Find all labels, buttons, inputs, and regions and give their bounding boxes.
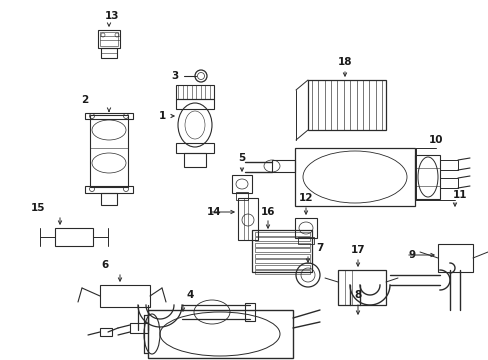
- Bar: [85, 186, 133, 193]
- Bar: [294, 148, 414, 206]
- Bar: [439, 160, 457, 170]
- Text: 11: 11: [452, 190, 467, 200]
- Text: 10: 10: [428, 135, 442, 145]
- Bar: [254, 265, 309, 269]
- Text: 5: 5: [238, 153, 245, 163]
- Bar: [100, 285, 150, 307]
- Text: 9: 9: [407, 250, 415, 260]
- Bar: [231, 175, 251, 193]
- Bar: [90, 115, 128, 187]
- Text: 13: 13: [104, 11, 119, 21]
- Bar: [251, 230, 311, 272]
- Bar: [236, 192, 247, 200]
- Text: 12: 12: [298, 193, 313, 203]
- Text: 16: 16: [260, 207, 275, 217]
- Bar: [254, 270, 309, 274]
- Bar: [294, 218, 316, 238]
- Bar: [337, 270, 385, 305]
- Bar: [85, 113, 133, 119]
- Text: 15: 15: [31, 203, 45, 213]
- Bar: [176, 85, 214, 99]
- Bar: [130, 323, 148, 333]
- Bar: [100, 328, 112, 336]
- Text: 7: 7: [316, 243, 323, 253]
- Bar: [297, 237, 313, 244]
- Text: 18: 18: [337, 57, 351, 67]
- Text: 4: 4: [186, 290, 193, 300]
- Text: 17: 17: [350, 245, 365, 255]
- Bar: [254, 254, 309, 258]
- Text: 14: 14: [206, 207, 221, 217]
- Bar: [437, 244, 472, 272]
- Bar: [148, 310, 292, 358]
- Text: 3: 3: [171, 71, 178, 81]
- Text: 6: 6: [101, 260, 108, 270]
- Bar: [254, 238, 309, 242]
- Bar: [254, 243, 309, 247]
- Bar: [254, 248, 309, 252]
- Text: 2: 2: [81, 95, 88, 105]
- Bar: [100, 32, 118, 46]
- Text: 8: 8: [354, 290, 361, 300]
- Bar: [271, 160, 294, 172]
- Bar: [101, 193, 117, 205]
- Bar: [244, 303, 254, 321]
- Bar: [183, 153, 205, 167]
- Bar: [238, 198, 258, 240]
- Bar: [176, 99, 214, 109]
- Bar: [101, 48, 117, 58]
- Text: 1: 1: [158, 111, 165, 121]
- Bar: [307, 80, 385, 130]
- Bar: [414, 155, 439, 199]
- Bar: [55, 228, 93, 246]
- Bar: [98, 30, 120, 48]
- Bar: [176, 143, 214, 153]
- Bar: [439, 178, 457, 188]
- Bar: [254, 259, 309, 263]
- Bar: [254, 232, 309, 236]
